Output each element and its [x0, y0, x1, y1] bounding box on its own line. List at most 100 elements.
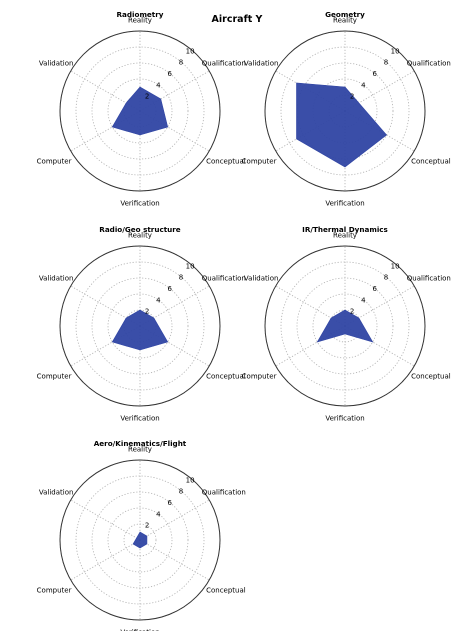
category-label: Reality: [128, 16, 152, 24]
radial-tick-label: 10: [186, 47, 195, 55]
spoke-gridline: [139, 325, 210, 367]
radial-tick-label: 6: [372, 70, 377, 78]
category-label: Validation: [244, 275, 279, 283]
radial-tick-label: 2: [350, 308, 354, 316]
category-label: Qualification: [407, 275, 451, 283]
category-label: Verification: [325, 415, 364, 423]
category-label: Validation: [39, 275, 74, 283]
radial-tick-label: 4: [156, 81, 161, 89]
category-label: Validation: [39, 489, 74, 497]
category-label: Computer: [37, 587, 72, 595]
radial-tick-label: 2: [145, 93, 149, 101]
spoke-gridline: [275, 325, 346, 367]
category-label: Qualification: [202, 60, 246, 68]
radial-tick-label: 8: [179, 59, 183, 67]
category-label: Validation: [244, 60, 279, 68]
category-label: Verification: [120, 415, 159, 423]
category-label: Verification: [120, 629, 159, 631]
radial-tick-label: 6: [167, 285, 172, 293]
figure-title: Aircraft Y: [212, 14, 263, 25]
radial-tick-label: 6: [167, 70, 172, 78]
category-label: Conceptual: [411, 158, 451, 166]
spoke-gridline: [70, 110, 141, 152]
outer-frame: [59, 459, 221, 621]
spoke-gridline: [70, 285, 141, 327]
spoke-gridline: [70, 70, 141, 112]
radial-tick-label: 10: [186, 476, 195, 484]
radial-tick-label: 6: [167, 499, 172, 507]
spoke-gridline: [70, 499, 141, 541]
spoke-gridline: [70, 325, 141, 367]
panel-title: Aero/Kinematics/Flight: [94, 439, 187, 448]
category-label: Qualification: [202, 489, 246, 497]
radial-tick-label: 10: [186, 262, 195, 270]
outer-frame: [59, 245, 221, 407]
panel-title: IR/Thermal Dynamics: [302, 225, 388, 234]
radial-tick-label: 4: [361, 81, 366, 89]
data-polygon: [296, 82, 388, 168]
category-label: Computer: [37, 158, 72, 166]
category-label: Conceptual: [206, 373, 246, 381]
radial-tick-label: 4: [361, 296, 366, 304]
category-label: Qualification: [202, 275, 246, 283]
panel-title: Geometry: [325, 10, 365, 19]
category-label: Reality: [128, 231, 152, 239]
radial-tick-label: 2: [350, 93, 354, 101]
category-label: Qualification: [407, 60, 451, 68]
radar-panels: Radiometry246810RealityQualificationConc…: [37, 10, 451, 631]
radial-tick-label: 2: [145, 522, 149, 530]
spoke-gridline: [344, 70, 415, 112]
radial-tick-label: 8: [179, 488, 183, 496]
radial-tick-label: 10: [391, 47, 400, 55]
category-label: Verification: [120, 200, 159, 208]
spoke-gridline: [139, 499, 210, 541]
spoke-gridline: [139, 539, 210, 581]
category-label: Computer: [242, 158, 277, 166]
outer-frame: [264, 245, 426, 407]
data-polygon: [111, 309, 169, 351]
radial-tick-label: 8: [384, 59, 388, 67]
radial-tick-label: 8: [384, 274, 388, 282]
category-label: Verification: [325, 200, 364, 208]
radial-tick-label: 6: [372, 285, 377, 293]
spoke-gridline: [70, 539, 141, 581]
category-label: Validation: [39, 60, 74, 68]
radial-gridline: [107, 507, 173, 573]
data-polygon: [111, 86, 169, 136]
spoke-gridline: [344, 325, 415, 367]
radial-gridline: [107, 78, 173, 144]
spoke-gridline: [139, 285, 210, 327]
category-label: Conceptual: [411, 373, 451, 381]
category-label: Computer: [242, 373, 277, 381]
data-polygon: [132, 531, 148, 549]
category-label: Conceptual: [206, 158, 246, 166]
radial-gridline: [312, 293, 378, 359]
radial-tick-label: 4: [156, 296, 161, 304]
category-label: Reality: [333, 231, 357, 239]
radial-tick-label: 2: [145, 308, 149, 316]
panel-title: Radio/Geo structure: [99, 225, 181, 234]
category-label: Reality: [333, 16, 357, 24]
radial-gridline: [107, 293, 173, 359]
category-label: Conceptual: [206, 587, 246, 595]
category-label: Computer: [37, 373, 72, 381]
radial-tick-label: 10: [391, 262, 400, 270]
outer-frame: [264, 30, 426, 192]
radial-tick-label: 4: [156, 510, 161, 518]
radial-tick-label: 8: [179, 274, 183, 282]
data-polygon: [316, 309, 374, 343]
category-label: Reality: [128, 445, 152, 453]
radial-gridline: [312, 78, 378, 144]
outer-frame: [59, 30, 221, 192]
spoke-gridline: [344, 285, 415, 327]
spoke-gridline: [139, 110, 210, 152]
panel-title: Radiometry: [117, 10, 164, 19]
spoke-gridline: [139, 70, 210, 112]
spoke-gridline: [275, 285, 346, 327]
